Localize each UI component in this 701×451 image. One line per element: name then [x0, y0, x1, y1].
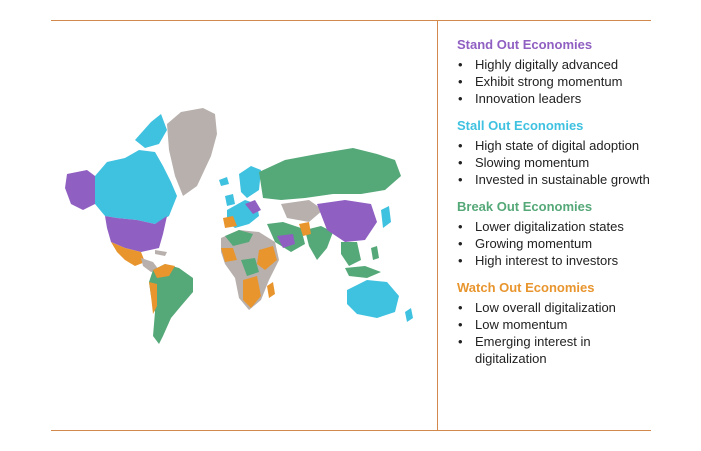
region-central-america [141, 258, 159, 272]
region-canada [95, 150, 177, 224]
region-colombia-venezuela [153, 264, 175, 278]
region-scandinavia [239, 166, 261, 198]
legend-group-watch-out: Watch Out Economies Low overall digitali… [457, 280, 657, 367]
legend-item: High state of digital adoption [457, 137, 657, 154]
region-andes-west [149, 282, 157, 314]
region-china [317, 200, 377, 242]
region-north-africa [225, 230, 253, 246]
region-usa [105, 216, 167, 252]
region-new-zealand [405, 308, 413, 322]
region-south-america [149, 264, 193, 344]
legend-title: Stand Out Economies [457, 37, 593, 52]
legend-item: Emerging interest in digitalization [457, 333, 657, 367]
legend-item: Invested in sustainable growth [457, 171, 657, 188]
region-caribbean [155, 250, 167, 256]
region-mexico [111, 242, 145, 266]
region-iceland [219, 177, 229, 186]
legend-item: High interest to investors [457, 252, 657, 269]
region-iberia-italy [223, 216, 237, 228]
region-pakistan [299, 222, 311, 236]
legend-item: Lower digitalization states [457, 218, 657, 235]
legend-item: Growing momentum [457, 235, 657, 252]
legend-item: Highly digitally advanced [457, 56, 657, 73]
legend-title: Stall Out Economies [457, 118, 584, 133]
region-indonesia [345, 266, 381, 278]
region-central-africa [241, 258, 259, 276]
divider-rule [437, 20, 438, 431]
region-india [305, 226, 333, 260]
world-map [65, 108, 413, 344]
legend-item: Low momentum [457, 316, 657, 333]
legend-item: Low overall digitalization [457, 299, 657, 316]
region-central-asia [281, 200, 323, 222]
top-rule [51, 20, 651, 21]
region-alaska [65, 170, 95, 210]
region-russia [259, 148, 401, 200]
legend-title: Watch Out Economies [457, 280, 595, 295]
legend-group-stall-out: Stall Out Economies High state of digita… [457, 118, 657, 188]
region-east-africa [257, 246, 277, 270]
region-greenland [167, 108, 217, 196]
legend-item: Exhibit strong momentum [457, 73, 657, 90]
region-central-europe [245, 200, 261, 214]
region-gulf [277, 234, 295, 248]
legend-title: Break Out Economies [457, 199, 593, 214]
region-madagascar [267, 282, 275, 298]
legend-item: Slowing momentum [457, 154, 657, 171]
region-philippines [371, 246, 379, 260]
region-southern-africa [243, 276, 261, 308]
bottom-rule [51, 430, 651, 431]
region-japan [381, 206, 391, 228]
region-southeast-asia [341, 242, 361, 266]
legend-group-stand-out: Stand Out Economies Highly digitally adv… [457, 37, 657, 107]
legend-group-break-out: Break Out Economies Lower digitalization… [457, 199, 657, 269]
region-arctic-islands [135, 114, 167, 148]
region-west-africa [221, 248, 237, 262]
region-uk [225, 194, 235, 206]
legend: Stand Out Economies Highly digitally adv… [457, 37, 657, 378]
region-australia [347, 280, 399, 318]
legend-item: Innovation leaders [457, 90, 657, 107]
